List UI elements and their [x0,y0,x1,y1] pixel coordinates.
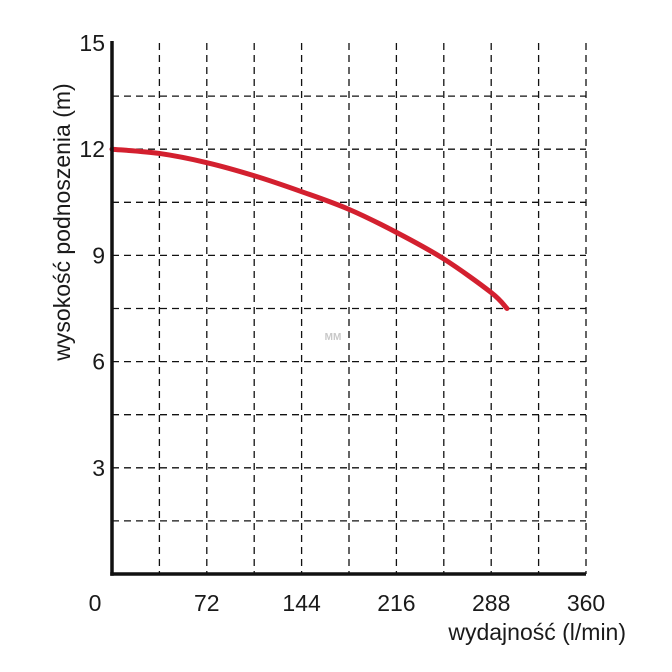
grid [112,43,587,574]
x-tick-label: 288 [472,590,510,616]
y-tick-label: 12 [79,136,105,162]
y-tick-label: 3 [92,455,105,481]
y-tick-label: 15 [79,30,105,56]
x-axis-title: wydajność (l/min) [447,619,626,645]
series-line-0 [109,146,510,311]
y-axis-title: wysokość podnoszenia (m) [49,83,75,361]
watermark: MM [325,332,342,343]
x-tick-labels: 0 72 144 216 288 360 [89,590,606,616]
x-tick-label: 216 [377,590,415,616]
axes [110,41,586,576]
series-layer [109,146,510,311]
x-tick-label: 0 [89,590,102,616]
x-tick-label: 360 [567,590,605,616]
y-tick-label: 6 [92,349,105,375]
x-tick-label: 72 [194,590,220,616]
y-tick-label: 9 [92,242,105,268]
x-tick-label: 144 [282,590,321,616]
y-tick-labels: 3 6 9 12 15 [79,30,105,481]
